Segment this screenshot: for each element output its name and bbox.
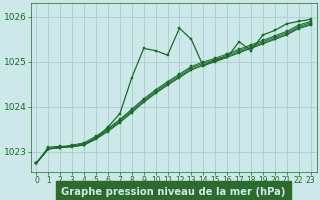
X-axis label: Graphe pression niveau de la mer (hPa): Graphe pression niveau de la mer (hPa) [61, 187, 286, 197]
